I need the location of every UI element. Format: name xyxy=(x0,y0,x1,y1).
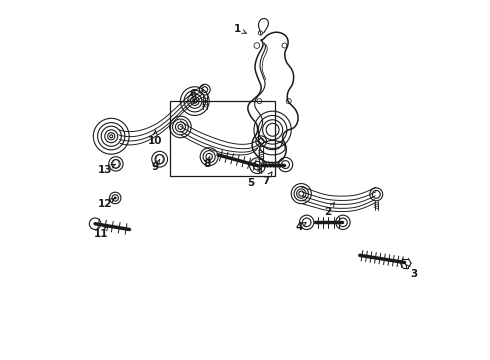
Text: 10: 10 xyxy=(148,131,163,146)
Text: 2: 2 xyxy=(324,202,335,217)
Text: 4: 4 xyxy=(295,222,306,232)
Text: 6: 6 xyxy=(189,89,196,102)
Text: 1: 1 xyxy=(234,24,247,35)
Text: 3: 3 xyxy=(405,264,417,279)
Text: 5: 5 xyxy=(247,178,255,188)
Text: 8: 8 xyxy=(204,156,211,169)
Text: 11: 11 xyxy=(94,226,109,239)
Text: 13: 13 xyxy=(98,164,115,175)
Circle shape xyxy=(114,197,117,199)
Bar xyxy=(170,101,275,176)
Text: 9: 9 xyxy=(151,159,160,172)
Text: 7: 7 xyxy=(262,172,272,186)
Text: 12: 12 xyxy=(98,198,115,210)
